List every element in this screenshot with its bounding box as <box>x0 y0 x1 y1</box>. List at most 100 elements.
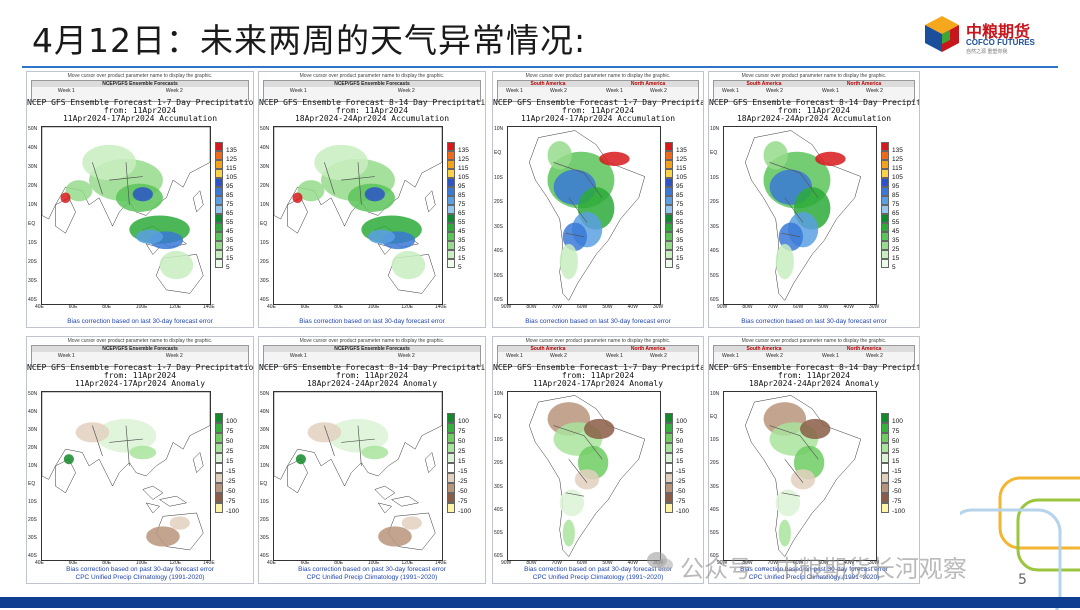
legend-value: 15 <box>226 254 234 262</box>
precip-area <box>378 526 412 547</box>
region-tab-north-america: North America <box>598 346 698 352</box>
legend-value: 135 <box>892 146 903 154</box>
lat-tick-label: 10S <box>28 499 37 505</box>
lat-tick-label: 10N <box>494 391 504 397</box>
precip-area <box>599 151 630 166</box>
land-outline <box>287 459 307 493</box>
lat-tick-label: 10N <box>710 391 720 397</box>
legend-value: 95 <box>676 182 684 190</box>
legend-value: 55 <box>226 218 234 226</box>
lat-tick-label: EQ <box>260 481 268 487</box>
week-tab-bar[interactable]: South America North America Week 1 Week 2 We… <box>497 345 699 367</box>
lat-tick-label: 30N <box>260 427 270 433</box>
watermark-text: 公众号 · 中粮期货长河观察 <box>680 555 967 583</box>
legend-swatch <box>881 483 889 493</box>
lon-tick-label: 80E <box>102 304 112 310</box>
panel-title-line1: NCEP GFS Ensemble Forecast 8-14 Day Prec… <box>259 98 486 107</box>
lon-tick-label: 80E <box>334 560 344 566</box>
bias-note: Bias correction based on past 30-day for… <box>298 566 446 573</box>
legend-value: -25 <box>458 478 468 485</box>
lon-tick-label: 30W <box>869 304 880 310</box>
precip-area <box>559 489 584 517</box>
legend-swatch <box>665 483 673 493</box>
legend-value: 115 <box>458 164 469 172</box>
week-tab-bar[interactable]: NCEP/GFS Ensemble Forecasts Week 1 Week 2 <box>31 80 249 102</box>
lon-tick-label: 60W <box>793 304 804 310</box>
logo-tagline: 自然之源 重塑你我 <box>966 49 1008 55</box>
legend-swatch <box>881 205 889 214</box>
precip-area <box>132 187 153 202</box>
lat-tick-label: 50S <box>494 529 503 536</box>
legend-value: 35 <box>458 236 466 244</box>
week-tab-bar[interactable]: NCEP/GFS Ensemble Forecasts Week 1 Week 2 <box>31 345 249 367</box>
legend-swatch <box>215 223 223 232</box>
legend-value: 45 <box>676 227 684 235</box>
precip-area <box>361 445 389 460</box>
panel-title-line1: NCEP GFS Ensemble Forecast 1-7 Day Preci… <box>493 363 704 372</box>
precip-area <box>368 229 395 244</box>
legend-swatch <box>447 178 455 187</box>
precip-area <box>401 516 422 530</box>
legend-swatch <box>881 423 889 433</box>
legend-swatch <box>215 453 223 463</box>
legend-swatch <box>215 493 223 503</box>
legend-value: -15 <box>676 468 686 475</box>
legend-swatch <box>215 232 223 241</box>
week-tab-bar[interactable]: South America North America Week 1 Week 2 We… <box>713 345 915 367</box>
week-tab-bar[interactable]: NCEP/GFS Ensemble Forecasts Week 1 Week 2 <box>263 80 481 102</box>
legend-value: -100 <box>676 508 690 515</box>
legend-value: 100 <box>676 418 687 425</box>
legend-swatch <box>665 413 673 423</box>
legend-value: -100 <box>226 508 240 515</box>
legend-value: -25 <box>226 478 236 485</box>
legend-value: 35 <box>892 236 900 244</box>
legend-value: 135 <box>458 146 469 154</box>
lon-tick-label: 120E <box>169 304 182 310</box>
lat-tick-label: 40S <box>494 506 503 513</box>
logo-chinese-name: 中粮期货 <box>966 22 1031 41</box>
week-tab-bar[interactable]: South America North America Week 1 Week 2 We… <box>497 80 699 102</box>
legend-value: -75 <box>458 498 468 505</box>
week-tab-bar[interactable]: South America North America Week 1 Week 2 We… <box>713 80 915 102</box>
lat-tick-label: 20S <box>28 517 37 523</box>
bias-note: Bias correction based on last 30-day for… <box>299 318 445 325</box>
wechat-icon <box>647 552 673 572</box>
legend-swatch <box>215 433 223 443</box>
lat-tick-label: 10N <box>260 463 270 469</box>
legend-swatch <box>881 169 889 178</box>
week-tab: Week 1 <box>722 88 739 94</box>
lat-tick-label: 20N <box>260 183 270 189</box>
land-outline <box>392 496 419 506</box>
precip-area <box>327 418 389 453</box>
legend-swatch <box>215 214 223 223</box>
legend-swatch <box>881 493 889 503</box>
precip-area <box>800 418 831 440</box>
precip-area <box>307 422 342 443</box>
precip-area <box>559 243 578 280</box>
lon-tick-label: 60E <box>300 304 310 310</box>
legend-swatch <box>665 503 673 513</box>
precip-area <box>574 469 600 490</box>
week-tab-bar[interactable]: NCEP/GFS Ensemble Forecasts Week 1 Week 2 <box>263 345 481 367</box>
legend-swatch <box>447 142 455 151</box>
panel-title-line1: NCEP GFS Ensemble Forecast 1-7 Day Preci… <box>493 98 704 107</box>
region-tab-south-america: South America <box>714 81 814 87</box>
legend-value: -50 <box>458 488 468 495</box>
land-outline <box>378 503 391 513</box>
legend-value: 115 <box>892 164 903 172</box>
legend-swatch <box>215 169 223 178</box>
lon-tick-label: 30W <box>869 560 880 566</box>
lat-tick-label: 20N <box>28 445 38 451</box>
lat-tick-label: EQ <box>494 414 502 421</box>
legend-value: 50 <box>226 438 234 445</box>
panel-title-line1: NCEP GFS Ensemble Forecast 8-14 Day Prec… <box>259 363 486 372</box>
lat-tick-label: 10N <box>28 202 38 208</box>
cofco-logo: 中粮期货 COFCO FUTURES 自然之源 重塑你我 <box>922 14 1052 58</box>
legend-swatch <box>447 483 455 493</box>
panel-title-line2: from: 11Apr2024 <box>335 106 409 115</box>
lon-tick-label: 120E <box>401 560 414 566</box>
legend-swatch <box>665 473 673 483</box>
lon-tick-label: 60W <box>577 560 588 566</box>
legend-swatch <box>665 423 673 433</box>
lat-tick-label: EQ <box>260 221 268 227</box>
